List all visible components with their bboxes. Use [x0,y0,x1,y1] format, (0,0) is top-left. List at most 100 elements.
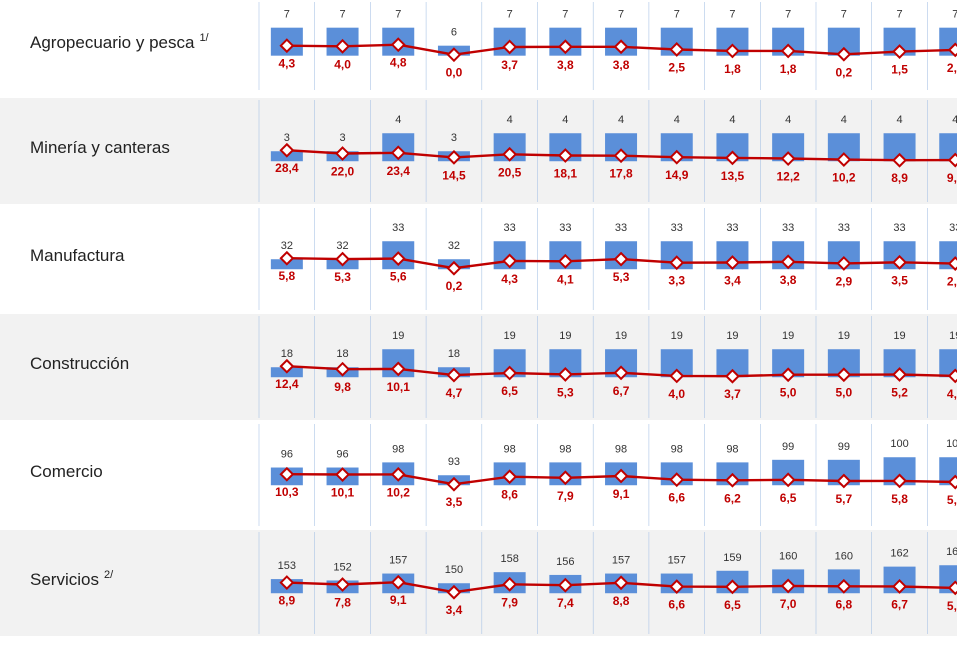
growth-label: 4,7 [446,386,463,400]
growth-label: 6,6 [668,598,685,612]
growth-label: 3,8 [557,58,574,72]
growth-marker [892,367,907,382]
value-label: 98 [559,443,571,455]
value-label: 3 [284,132,290,144]
value-label: 4 [562,114,568,126]
value-label: 18 [281,348,293,360]
growth-label: 5,8 [891,492,908,506]
growth-label: 4,0 [668,387,685,401]
value-label: 157 [389,555,407,567]
growth-label: 0,2 [836,65,853,79]
value-label: 160 [835,550,853,562]
growth-marker [446,584,462,600]
growth-label: 2,9 [836,274,853,288]
growth-marker [669,255,685,271]
sector-row: Agropecuario y pesca 1/7 7 7 6 7 7 7 7 7 7 7 7 7 4,3 4,… [30,2,957,90]
growth-label: 22,0 [331,165,355,179]
growth-marker [446,367,462,383]
sector-label: Comercio [30,462,103,481]
sector-row: Servicios 2/153 152 157 150 158 156 157 157 159 16… [0,530,957,636]
growth-marker [557,39,573,55]
growth-label: 9,2 [947,171,957,185]
growth-marker [669,149,685,165]
growth-marker [502,469,518,485]
value-label: 19 [838,330,850,342]
value-label: 93 [448,456,460,468]
value-label: 33 [615,222,627,234]
growth-marker [836,46,852,62]
growth-marker [947,42,957,58]
growth-label: 5,9 [947,599,957,613]
value-label: 7 [952,9,957,21]
value-label: 19 [615,330,627,342]
value-label: 33 [671,222,683,234]
value-label: 7 [284,9,290,21]
growth-marker [836,473,852,489]
growth-label: 4,3 [501,272,518,286]
growth-marker [390,574,406,590]
growth-label: 1,8 [780,62,797,76]
value-label: 19 [392,330,404,342]
growth-marker [335,361,350,377]
value-label: 7 [618,9,624,21]
value-label: 153 [278,560,296,572]
growth-marker [390,251,406,267]
growth-marker [947,256,957,272]
growth-label: 4,0 [947,387,957,401]
growth-label: 13,5 [721,169,745,183]
growth-label: 10,3 [275,485,299,499]
growth-marker [613,575,629,591]
growth-label: 5,0 [780,386,797,400]
value-label: 159 [723,552,741,564]
growth-marker [446,149,462,165]
value-label: 4 [785,114,791,126]
growth-marker [279,575,295,591]
growth-label: 8,9 [891,171,908,185]
value-label: 7 [395,9,401,21]
value-label: 33 [782,222,794,234]
growth-label: 9,1 [613,487,630,501]
growth-label: 20,5 [498,165,522,179]
value-label: 99 [838,441,850,453]
sector-label: Manufactura [30,246,125,265]
value-label: 4 [395,114,401,126]
growth-marker [892,152,907,168]
growth-label: 6,7 [613,384,630,398]
value-label: 19 [782,330,794,342]
value-label: 33 [392,222,404,234]
value-label: 33 [949,222,957,234]
value-label: 7 [729,9,735,21]
value-label: 6 [451,27,457,39]
growth-label: 8,6 [501,488,518,502]
growth-marker [780,151,796,166]
growth-marker [725,43,740,59]
growth-label: 4,8 [390,56,407,70]
value-label: 100 [946,438,957,450]
value-label: 7 [841,9,847,21]
value-label: 18 [336,348,348,360]
growth-marker [502,365,518,381]
growth-label: 14,5 [442,168,466,182]
value-label: 157 [668,555,686,567]
value-label: 3 [339,132,345,144]
value-label: 98 [392,443,404,455]
value-label: 19 [671,330,683,342]
growth-marker [279,38,295,54]
value-label: 4 [729,114,735,126]
value-label: 98 [671,443,683,455]
growth-label: 8,9 [279,594,296,608]
growth-label: 7,8 [334,596,351,610]
growth-label: 5,7 [836,492,853,506]
growth-label: 5,0 [836,386,853,400]
value-label: 152 [333,561,351,573]
growth-label: 5,8 [279,269,296,283]
growth-label: 6,5 [724,598,741,612]
growth-label: 4,0 [334,57,351,71]
growth-marker [892,254,907,270]
growth-marker [557,148,573,163]
sector-row: Comercio 96 96 98 93 98 98 98 98 98 99 99 100 100 10,3… [30,424,957,526]
growth-label: 14,9 [665,168,689,182]
growth-label: 7,4 [557,596,574,610]
growth-marker [613,468,629,484]
growth-label: 7,9 [557,489,574,503]
